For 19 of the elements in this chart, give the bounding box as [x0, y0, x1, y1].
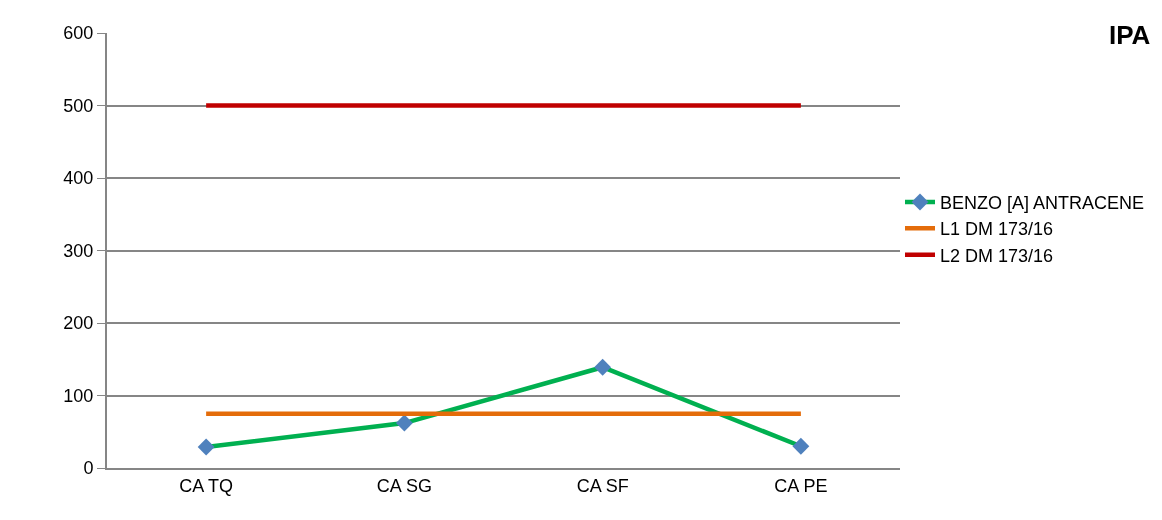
- y-tick-label: 400: [63, 168, 94, 189]
- y-tick-label: 0: [83, 458, 94, 479]
- y-tick-label: 100: [63, 385, 94, 406]
- legend-label: L1 DM 173/16: [940, 219, 1054, 240]
- x-tick-label: CA PE: [774, 475, 828, 496]
- x-tick-label: CA SG: [376, 475, 432, 496]
- legend-label: L2 DM 173/16: [940, 245, 1054, 266]
- point: [197, 438, 215, 456]
- x-tick-label: CA SF: [576, 475, 629, 496]
- point: [594, 358, 612, 376]
- y-tick-label: 300: [63, 240, 94, 261]
- point: [395, 414, 413, 432]
- y-tick-label: 500: [63, 95, 94, 116]
- y-tick-label: 600: [63, 23, 94, 44]
- x-tick-label: CA TQ: [179, 475, 233, 496]
- point: [792, 437, 810, 455]
- legend-label: BENZO [A] ANTRACENE: [940, 192, 1145, 213]
- y-tick-label: 200: [63, 313, 94, 334]
- text: IPA: [1108, 20, 1151, 51]
